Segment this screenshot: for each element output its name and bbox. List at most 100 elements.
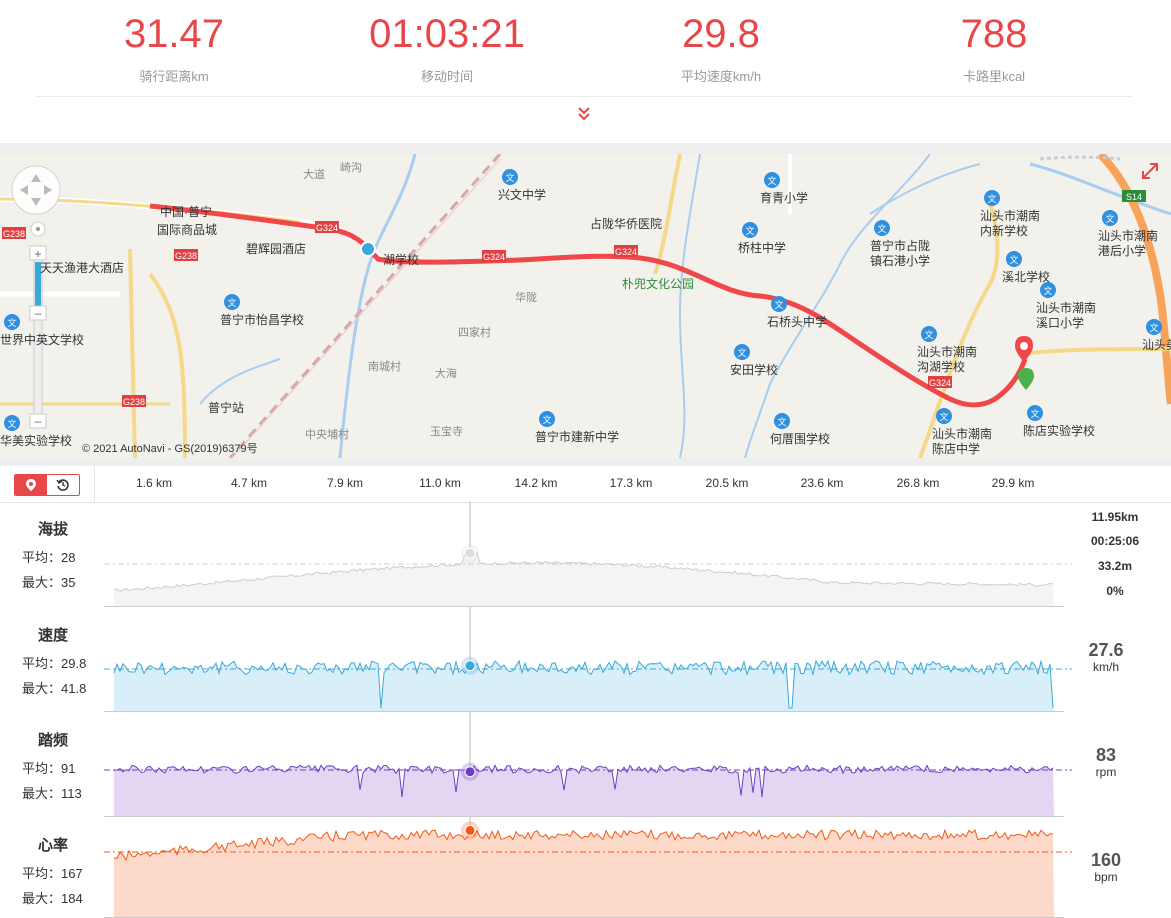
stat-label: 骑行距离km xyxy=(139,69,209,84)
metrics-charts[interactable] xyxy=(0,502,1171,918)
map-place-label: 碧辉园酒店 xyxy=(246,242,306,256)
cursor-dot xyxy=(464,824,476,836)
divider xyxy=(0,458,1171,466)
svg-text:S14: S14 xyxy=(1126,192,1142,202)
stat-moving-time: 01:03:21 移动时间 xyxy=(317,10,577,85)
road-badge xyxy=(2,227,26,239)
readout-distance: 11.95km xyxy=(1091,510,1139,524)
metric-chart xyxy=(104,544,1072,607)
panel-avg: 平均：29.8 xyxy=(22,656,87,671)
school-icon xyxy=(874,220,890,236)
stat-label: 移动时间 xyxy=(420,69,473,84)
axis-tick: 4.7 km xyxy=(230,476,267,490)
school-icon xyxy=(1027,405,1043,421)
divider xyxy=(94,466,95,502)
svg-text:文: 文 xyxy=(542,414,551,426)
route-map[interactable]: + – – 兴文中学文占陇华侨医院 育青小学文桥柱中学文普宁市占陇镇石港小学文汕头… xyxy=(0,154,1171,458)
metric-line xyxy=(113,828,1054,862)
map-copyright: © 2021 AutoNavi - GS(2019)6379号 xyxy=(82,442,258,455)
metric-area xyxy=(114,660,1054,712)
school-icon xyxy=(502,169,518,185)
panel-avg: 平均：167 xyxy=(22,866,83,881)
metric-line xyxy=(113,551,1054,592)
cursor-dot xyxy=(464,547,476,559)
map-place-label: 大道 xyxy=(303,167,325,181)
svg-text:G238: G238 xyxy=(175,251,197,261)
svg-text:文: 文 xyxy=(227,297,236,309)
view-toggle[interactable] xyxy=(14,474,80,496)
speed-readout: 27.6 km/h xyxy=(1061,640,1151,674)
panel-avg: 平均：28 xyxy=(22,550,76,565)
school-icon xyxy=(921,326,937,342)
readout-unit: rpm xyxy=(1095,765,1117,779)
road-badge xyxy=(1122,190,1146,202)
stat-avg-speed: 29.8 平均速度km/h xyxy=(591,10,851,85)
school-icon xyxy=(4,415,20,431)
map-place-label: 中国·普宁 xyxy=(160,204,212,219)
cursor-dot xyxy=(464,660,476,672)
axis-tick: 14.2 km xyxy=(514,476,558,490)
readout-grade: 0% xyxy=(1106,584,1124,598)
stat-value: 01:03:21 xyxy=(369,12,525,56)
school-icon xyxy=(4,314,20,330)
metric-area xyxy=(114,552,1054,607)
school-icon xyxy=(1146,319,1162,335)
map-place-label: 安田学校 xyxy=(730,362,778,377)
road-badge xyxy=(122,395,146,407)
road-badge xyxy=(928,376,952,388)
map-place-label: 大海 xyxy=(435,366,457,380)
svg-text:G238: G238 xyxy=(123,397,145,407)
map-place-label: 育青小学 xyxy=(760,190,808,205)
axis-tick: 11.0 km xyxy=(419,476,461,490)
map-place-label: 普宁市建新中学 xyxy=(535,429,619,444)
map-place-label: 国际商品城 xyxy=(157,222,217,237)
map-place-label: 天天渔港大酒店 xyxy=(40,261,124,275)
svg-text:+: + xyxy=(34,247,41,261)
map-place-label: 普宁市怡昌学校 xyxy=(220,312,304,327)
stat-label: 平均速度km/h xyxy=(680,69,762,84)
map-pin-icon[interactable] xyxy=(15,475,47,495)
map-place-label: 汕头市潮南溪口小学 xyxy=(1036,300,1096,330)
map-place-label: 普宁市占陇镇石港小学 xyxy=(870,238,930,268)
map-canvas: + – – 兴文中学文占陇华侨医院育青小学文桥柱中学文普宁市占陇镇石港小学文汕头… xyxy=(0,154,1171,458)
svg-text:文: 文 xyxy=(737,347,746,359)
school-icon xyxy=(771,296,787,312)
stat-label: 卡路里kcal xyxy=(962,69,1026,84)
school-icon xyxy=(774,413,790,429)
divider xyxy=(0,143,1171,154)
readout-time: 00:25:06 xyxy=(1090,534,1140,548)
school-icon xyxy=(539,411,555,427)
expand-chevron-icon[interactable] xyxy=(576,104,592,124)
svg-text:G238: G238 xyxy=(3,229,25,239)
school-icon xyxy=(1006,251,1022,267)
svg-text:文: 文 xyxy=(1105,213,1114,225)
panel-title: 海拔 xyxy=(38,521,69,538)
speed-panel: 速度 平均：29.8 最大：41.8 27.6 km/h xyxy=(0,607,1171,712)
map-place-label: 华陇 xyxy=(515,290,537,304)
map-place-label: 湖学校 xyxy=(383,252,419,267)
stat-value: 31.47 xyxy=(123,12,225,56)
road-badge xyxy=(614,245,638,257)
map-place-label: 中央埔村 xyxy=(305,427,349,441)
readout-altitude: 33.2m xyxy=(1097,559,1133,573)
readout-value: 83 xyxy=(1095,745,1117,765)
history-icon[interactable] xyxy=(47,475,79,495)
school-icon xyxy=(734,344,750,360)
map-place-label: 玉宝寺 xyxy=(430,424,463,438)
svg-text:文: 文 xyxy=(1043,285,1052,297)
cadence-readout: 83 rpm xyxy=(1061,745,1151,779)
svg-text:文: 文 xyxy=(774,299,783,311)
map-place-label: 汕头市潮南港后小学 xyxy=(1098,228,1158,258)
metric-line xyxy=(113,764,1054,797)
svg-text:文: 文 xyxy=(924,329,933,341)
panel-max: 最大：41.8 xyxy=(22,681,87,696)
school-icon xyxy=(936,408,952,424)
svg-text:–: – xyxy=(35,306,42,320)
axis-tick: 17.3 km xyxy=(609,476,653,490)
svg-text:G324: G324 xyxy=(483,252,505,262)
map-place-label: 四家村 xyxy=(458,325,491,339)
map-place-label: 汕头市潮南内新学校 xyxy=(980,208,1040,238)
map-place-label: 汕头市潮南沟湖学校 xyxy=(917,344,977,374)
axis-tick: 1.6 km xyxy=(135,476,172,490)
heart-rate-panel: 心率 平均：167 最大：184 160 bpm xyxy=(0,817,1171,918)
